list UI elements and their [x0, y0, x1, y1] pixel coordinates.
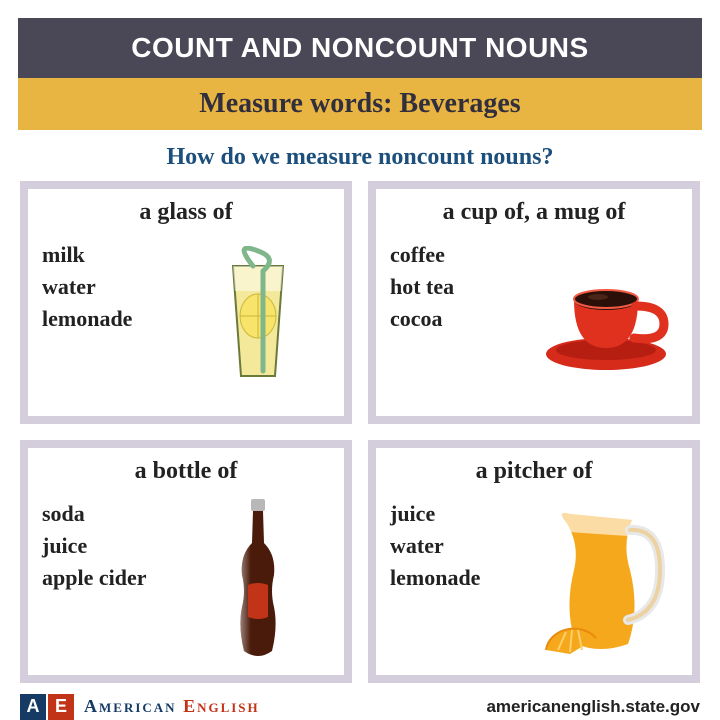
card-title: a cup of, a mug of [390, 199, 678, 226]
card-cup: a cup of, a mug of coffee hot tea cocoa [368, 181, 700, 424]
card-title: a bottle of [42, 458, 330, 485]
card-title: a glass of [42, 199, 330, 226]
card-body: soda juice apple cider [42, 495, 330, 665]
logo-a: A [20, 694, 46, 720]
word: cocoa [390, 306, 534, 332]
word-list: soda juice apple cider [42, 495, 186, 665]
pitcher-icon [534, 495, 678, 665]
word: apple cider [42, 565, 186, 591]
footer-url: americanenglish.state.gov [486, 697, 700, 717]
brand-right: English [183, 696, 260, 716]
brand-left: American [84, 696, 183, 716]
word: juice [42, 533, 186, 559]
cup-icon [534, 236, 678, 406]
word-list: milk water lemonade [42, 236, 186, 406]
page: COUNT AND NONCOUNT NOUNS Measure words: … [0, 0, 720, 720]
word: milk [42, 242, 186, 268]
word: soda [42, 501, 186, 527]
card-title: a pitcher of [390, 458, 678, 485]
glass-icon [186, 236, 330, 406]
brand-text: American English [84, 696, 260, 717]
logo-mark: A E [20, 694, 74, 720]
word-list: coffee hot tea cocoa [390, 236, 534, 406]
bottle-icon [186, 495, 330, 665]
card-body: juice water lemonade [390, 495, 678, 665]
card-body: milk water lemonade [42, 236, 330, 406]
word: water [390, 533, 534, 559]
card-glass: a glass of milk water lemonade [20, 181, 352, 424]
word-list: juice water lemonade [390, 495, 534, 665]
banner-title: COUNT AND NONCOUNT NOUNS [18, 18, 702, 78]
word: juice [390, 501, 534, 527]
logo-e: E [48, 694, 74, 720]
word: water [42, 274, 186, 300]
footer: A E American English americanenglish.sta… [18, 693, 702, 720]
word: lemonade [42, 306, 186, 332]
word: hot tea [390, 274, 534, 300]
question-text: How do we measure noncount nouns? [18, 130, 702, 181]
banner-subtitle: Measure words: Beverages [18, 78, 702, 130]
word: coffee [390, 242, 534, 268]
card-pitcher: a pitcher of juice water lemonade [368, 440, 700, 683]
brand-logo: A E American English [20, 694, 260, 720]
card-body: coffee hot tea cocoa [390, 236, 678, 406]
cards-grid: a glass of milk water lemonade [18, 181, 702, 693]
word: lemonade [390, 565, 534, 591]
card-bottle: a bottle of soda juice apple cider [20, 440, 352, 683]
